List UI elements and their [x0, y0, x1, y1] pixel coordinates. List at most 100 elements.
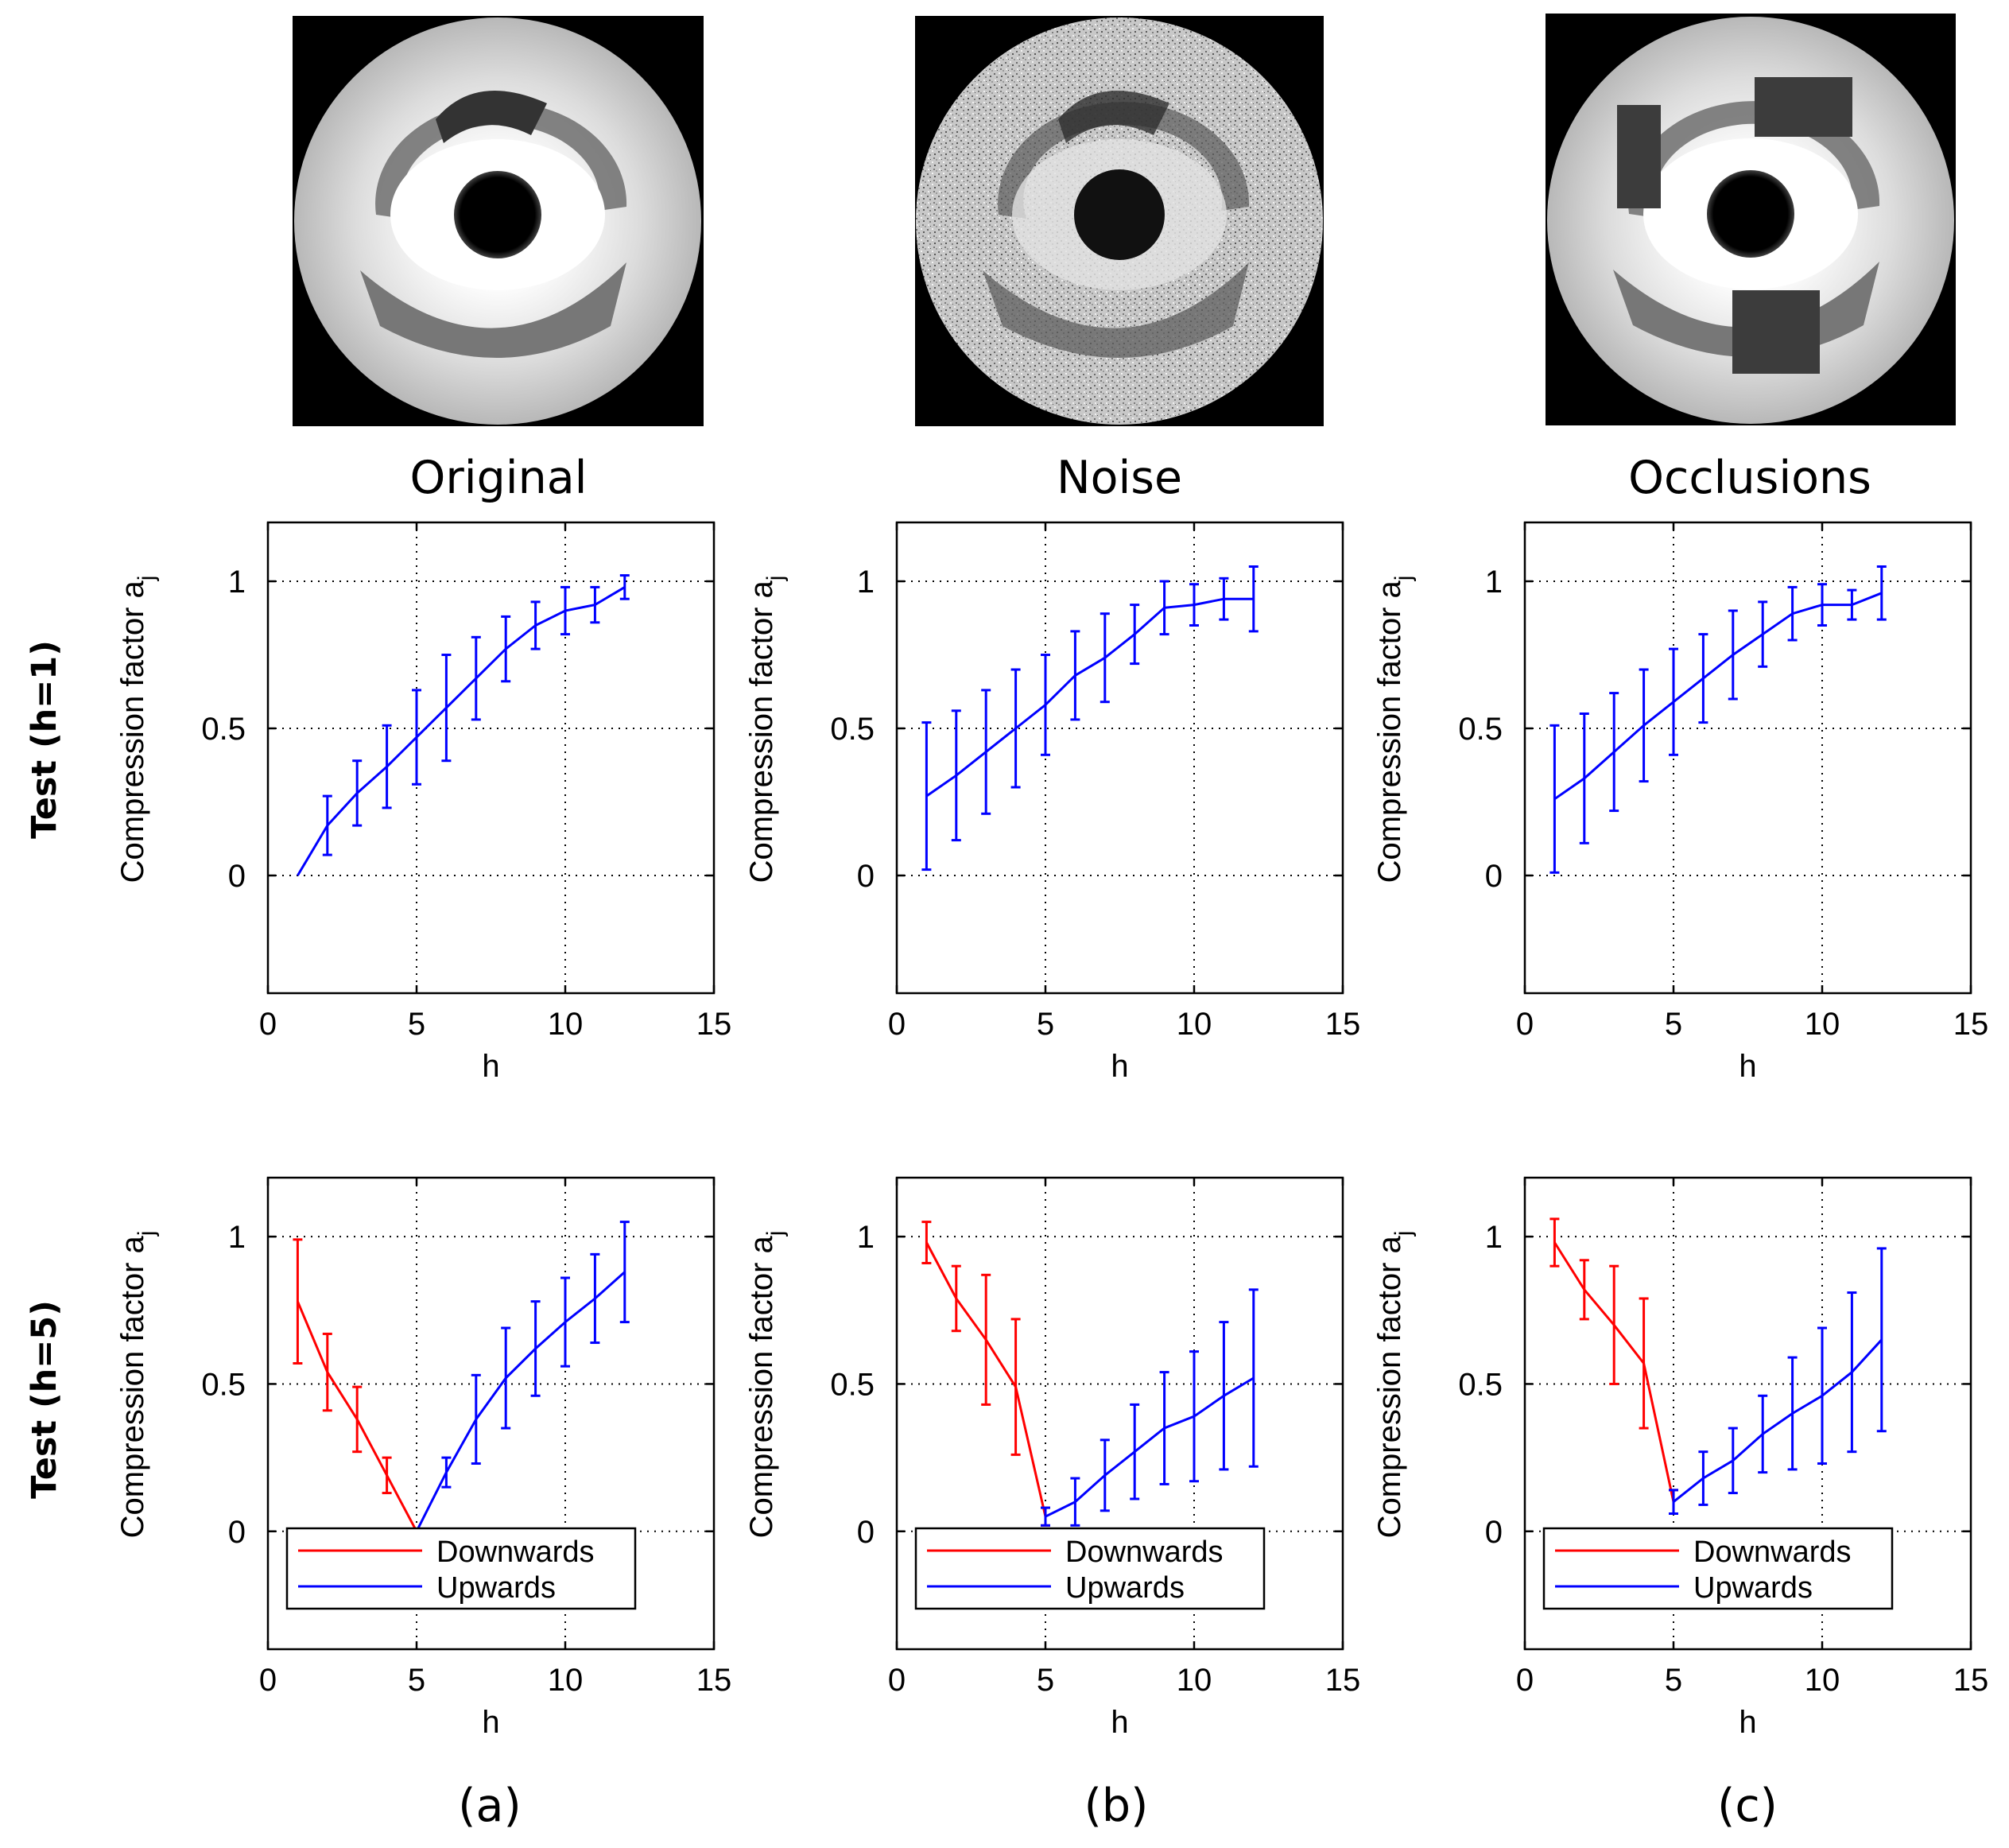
scene-ring — [998, 102, 1250, 219]
y-axis-label: Compression factor aj — [1372, 1231, 1417, 1539]
series-line-upwards — [925, 597, 1254, 798]
x-axis-label: h — [1739, 1705, 1756, 1740]
legend-box — [914, 1527, 1266, 1610]
y-tick-label: 1 — [857, 1220, 875, 1255]
plot-occlusions-h1: 0 5 10 15 0 0.5 1 h Compression factor aj — [1372, 521, 1989, 1084]
series-line-downwards — [1553, 1241, 1675, 1503]
y-tick-label: 0.5 — [1458, 1367, 1503, 1402]
series-line-upwards — [1673, 1338, 1883, 1503]
fisheye-hole — [1074, 169, 1165, 260]
occlusion-box-bottom — [1732, 290, 1820, 374]
plot-area — [1525, 522, 1971, 993]
column-title-occlusions: Occlusions — [1628, 452, 1871, 504]
y-axis-label: Compression factor aj — [115, 576, 160, 883]
plot-area — [268, 522, 714, 993]
y-axis-label-subscript: j — [134, 1231, 160, 1237]
y-axis-label: Compression factor aj — [744, 576, 789, 883]
scene-trees — [436, 91, 547, 143]
scene-trees — [1058, 91, 1169, 143]
x-tick-label: 0 — [259, 1663, 277, 1698]
x-axis-label: h — [482, 1705, 499, 1740]
y-tick-label: 0 — [857, 859, 875, 894]
occlusion-box-left — [1617, 105, 1661, 208]
plot-original-h5: 0 5 10 15 0 0.5 1 h Compression factor aj Downwar… — [115, 1176, 732, 1740]
row-label-test-h1: Test (h=1) — [25, 640, 64, 839]
legend-label-upwards: Upwards — [436, 1571, 556, 1605]
x-tick-label: 10 — [1805, 1663, 1840, 1698]
series-line-downwards — [925, 1241, 1047, 1517]
y-tick-label: 0.5 — [201, 712, 246, 747]
x-axis-label: h — [1739, 1049, 1756, 1084]
y-axis-label-subscript: j — [762, 1231, 789, 1237]
y-tick-label: 0.5 — [830, 712, 875, 747]
x-tick-label: 10 — [1177, 1007, 1212, 1042]
axes-frame — [266, 521, 716, 995]
row-label-test-h5: Test (h=5) — [25, 1300, 64, 1499]
series-line-upwards — [1553, 592, 1883, 801]
legend-label-downwards: Downwards — [1693, 1535, 1852, 1569]
y-axis-label-main: Compression factor a — [744, 580, 779, 883]
legend-box — [1542, 1527, 1894, 1610]
caption-b: (b) — [1084, 1780, 1149, 1832]
x-tick-label: 0 — [1516, 1663, 1534, 1698]
legend-label-downwards: Downwards — [1065, 1535, 1224, 1569]
x-tick-label: 15 — [1953, 1007, 1989, 1042]
y-tick-label: 1 — [228, 565, 246, 600]
y-axis-label-main: Compression factor a — [744, 1236, 779, 1539]
legend-label-downwards: Downwards — [436, 1535, 595, 1569]
series-line-downwards — [297, 1301, 418, 1532]
x-tick-label: 15 — [1325, 1663, 1361, 1698]
scene-ground — [360, 262, 626, 358]
x-tick-label: 5 — [408, 1007, 425, 1042]
y-tick-label: 0 — [1485, 1515, 1503, 1550]
x-tick-label: 5 — [408, 1663, 425, 1698]
fisheye-hole — [454, 171, 541, 258]
fisheye-hole — [1707, 170, 1794, 258]
y-tick-label: 0 — [228, 1515, 246, 1550]
x-tick-label: 15 — [696, 1663, 732, 1698]
y-axis-label-main: Compression factor a — [115, 580, 150, 883]
axes-frame — [266, 1176, 716, 1651]
x-tick-label: 10 — [548, 1663, 584, 1698]
y-axis-label-subscript: j — [762, 576, 789, 582]
plot-area — [897, 522, 1343, 993]
legend-box — [285, 1527, 637, 1610]
y-tick-label: 1 — [1485, 565, 1503, 600]
x-axis-label: h — [1111, 1705, 1128, 1740]
series-line-upwards — [297, 586, 626, 876]
y-axis-label: Compression factor aj — [115, 1231, 160, 1539]
x-tick-label: 5 — [1037, 1007, 1054, 1042]
y-axis-label: Compression factor aj — [1372, 576, 1417, 883]
x-tick-label: 10 — [548, 1007, 584, 1042]
x-tick-label: 5 — [1037, 1663, 1054, 1698]
column-title-original: Original — [409, 452, 587, 504]
occlusion-box-top — [1755, 77, 1852, 137]
x-tick-label: 10 — [1177, 1663, 1212, 1698]
column-title-noise: Noise — [1057, 452, 1182, 504]
image-occlusions — [1546, 14, 1956, 425]
y-axis-label-main: Compression factor a — [115, 1236, 150, 1539]
series-line-upwards — [415, 1271, 626, 1532]
x-tick-label: 15 — [696, 1007, 732, 1042]
axes-frame — [895, 521, 1344, 995]
axes-frame — [895, 1176, 1344, 1651]
y-tick-label: 1 — [857, 565, 875, 600]
scene-ground — [983, 262, 1249, 358]
x-tick-label: 0 — [259, 1007, 277, 1042]
caption-c: (c) — [1717, 1780, 1778, 1832]
x-tick-label: 5 — [1665, 1007, 1682, 1042]
axes-frame — [1523, 1176, 1972, 1651]
image-noise — [915, 16, 1324, 426]
legend-label-upwards: Upwards — [1693, 1571, 1813, 1605]
x-axis-label: h — [482, 1049, 499, 1084]
y-axis-label-subscript: j — [134, 576, 160, 582]
y-tick-label: 0 — [228, 859, 246, 894]
x-tick-label: 5 — [1665, 1663, 1682, 1698]
axes-frame — [1523, 521, 1972, 995]
y-axis-label: Compression factor aj — [744, 1231, 789, 1539]
legend-label-upwards: Upwards — [1065, 1571, 1185, 1605]
x-tick-label: 15 — [1953, 1663, 1989, 1698]
x-tick-label: 10 — [1805, 1007, 1840, 1042]
y-axis-label-subscript: j — [1390, 576, 1417, 582]
